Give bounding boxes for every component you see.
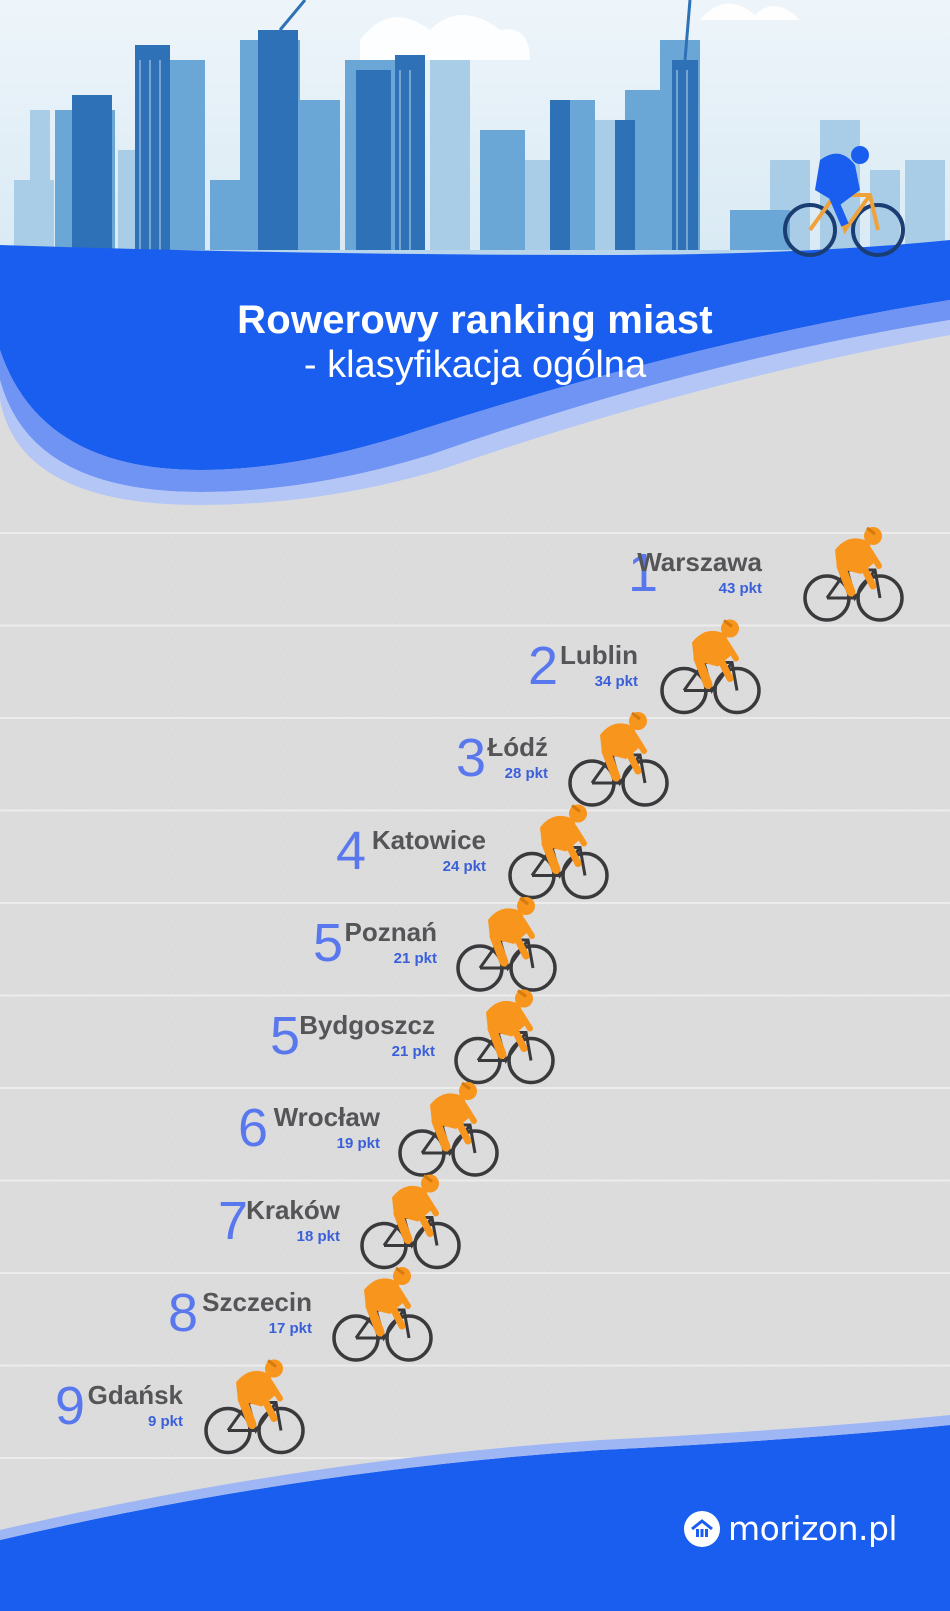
cyclist-icon: [568, 711, 669, 807]
cyclist-icon: [398, 1081, 499, 1177]
points-label: 21 pkt: [393, 950, 437, 967]
house-icon: [684, 1510, 720, 1547]
points-label: 34 pkt: [594, 672, 638, 690]
points-label: 21 pkt: [391, 1042, 435, 1060]
points-label: 18 pkt: [296, 1227, 340, 1245]
city-name: Kraków: [246, 1194, 340, 1225]
cyclist-icon: [360, 1174, 461, 1270]
skyline-cyclist-icon: [783, 146, 905, 257]
city-name: Łódź: [487, 732, 548, 762]
chart-subtitle: - klasyfikacja ogólna: [303, 344, 647, 386]
points-label: 17 pkt: [268, 1320, 312, 1337]
rank-number: 4: [336, 820, 367, 881]
cyclist-icon: [660, 619, 761, 715]
rank-number: 1: [628, 543, 659, 603]
rank-number: 3: [456, 728, 487, 788]
city-name: Lublin: [560, 639, 638, 670]
brand-logo: morizon.pl: [684, 1509, 898, 1548]
city-name: Katowice: [371, 824, 486, 855]
chart-title: Rowerowy ranking miast: [237, 298, 713, 342]
rank-number: 6: [238, 1098, 269, 1158]
rank-number: 8: [168, 1283, 199, 1343]
brand-name: morizon.pl: [728, 1509, 898, 1548]
points-label: 9 pkt: [147, 1412, 183, 1430]
points-label: 24 pkt: [442, 857, 486, 875]
rank-number: 5: [270, 1005, 301, 1066]
cyclists-layer: [204, 526, 904, 1455]
city-name: Gdańsk: [87, 1379, 183, 1410]
cyclist-icon: [332, 1266, 433, 1362]
points-label: 19 pkt: [336, 1135, 380, 1152]
cyclist-icon: [454, 989, 555, 1085]
city-name: Poznań: [344, 917, 437, 947]
rank-number: 5: [313, 913, 344, 973]
city-name: Szczecin: [202, 1287, 312, 1317]
cyclist-icon: [204, 1359, 305, 1455]
points-label: 43 pkt: [718, 580, 762, 597]
rank-number: 2: [528, 635, 559, 696]
cyclist-icon: [456, 896, 557, 992]
rank-number: 7: [218, 1190, 249, 1251]
header-band: [0, 240, 950, 470]
city-name: Wrocław: [273, 1102, 380, 1132]
title-block: Rowerowy ranking miast - klasyfikacja og…: [0, 298, 950, 388]
rank-number: 9: [55, 1375, 86, 1436]
cyclist-icon: [803, 526, 904, 622]
cyclist-icon: [508, 804, 609, 900]
city-name: Bydgoszcz: [299, 1009, 435, 1040]
footer-band: [0, 1425, 950, 1611]
points-label: 28 pkt: [504, 765, 548, 782]
city-name: Warszawa: [637, 547, 762, 577]
